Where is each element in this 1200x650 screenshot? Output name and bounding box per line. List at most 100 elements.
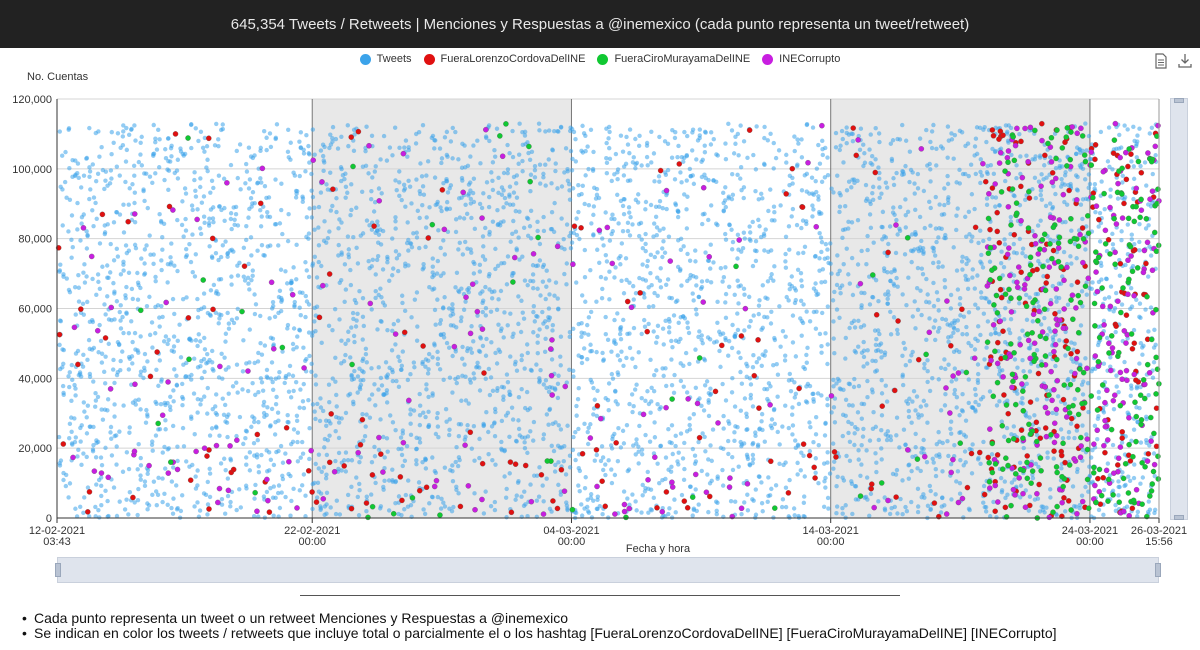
tweet-point bbox=[151, 261, 156, 267]
tweet-point bbox=[165, 502, 170, 508]
legend-item-fueraciro[interactable]: FueraCiroMurayamaDelINE bbox=[597, 53, 750, 65]
tweet-point bbox=[333, 379, 338, 384]
legend-item-fueralorenzo[interactable]: FueraLorenzoCordovaDelINE bbox=[423, 53, 585, 65]
tweet-point bbox=[884, 399, 890, 404]
tweet-point bbox=[117, 341, 122, 347]
tweet-point bbox=[198, 129, 204, 135]
legend-item-inecorrupto[interactable]: INECorrupto bbox=[762, 53, 840, 65]
tweet-point bbox=[446, 345, 452, 350]
tweet-point bbox=[590, 166, 596, 172]
tweet-point bbox=[624, 277, 629, 283]
tweet-point bbox=[804, 122, 810, 128]
tweet-point bbox=[432, 468, 438, 474]
tweet-point bbox=[869, 387, 875, 392]
tweet-point bbox=[621, 211, 627, 217]
tweet-point bbox=[1042, 163, 1047, 168]
tweet-point bbox=[700, 221, 705, 227]
tweet-point bbox=[505, 167, 511, 172]
tweet-point bbox=[183, 216, 188, 222]
tweet-point bbox=[963, 418, 969, 423]
tweet-point bbox=[964, 261, 969, 267]
tweet-point bbox=[419, 174, 425, 179]
tweet-point bbox=[798, 468, 803, 473]
tweet-point bbox=[293, 195, 299, 200]
tweet-point bbox=[79, 185, 84, 190]
tweet-point bbox=[206, 220, 212, 226]
tweet-point bbox=[454, 325, 459, 330]
tweet-point bbox=[430, 495, 435, 500]
tweet-point bbox=[647, 439, 653, 444]
tweet-point bbox=[312, 205, 317, 210]
tweet-point bbox=[1137, 405, 1142, 411]
tweet-point bbox=[773, 483, 779, 488]
tweet-point bbox=[861, 401, 867, 407]
tweet-point bbox=[471, 371, 476, 376]
tweet-point bbox=[312, 227, 317, 232]
tweet-point bbox=[720, 467, 725, 473]
tweet-point bbox=[91, 379, 96, 384]
tweet-point bbox=[753, 487, 758, 492]
tweet-point bbox=[931, 260, 936, 266]
tweet-point bbox=[1048, 329, 1053, 334]
tweet-point bbox=[110, 367, 116, 372]
tweet-point bbox=[200, 145, 206, 150]
tweet-point bbox=[784, 160, 789, 165]
tweet-point bbox=[957, 480, 963, 486]
tweet-point bbox=[98, 338, 104, 344]
tweet-point bbox=[481, 191, 486, 196]
tweet-point bbox=[882, 234, 887, 239]
tweet-point bbox=[192, 356, 197, 361]
tweet-point bbox=[1104, 335, 1110, 341]
tweet-point bbox=[978, 180, 983, 186]
tweet-point bbox=[858, 126, 864, 131]
tweet-point bbox=[118, 318, 123, 323]
tweet-point bbox=[359, 189, 365, 194]
chart-title: 645,354 Tweets / Retweets | Menciones y … bbox=[230, 15, 970, 33]
tweet-point bbox=[515, 480, 521, 485]
tweet-point bbox=[604, 259, 610, 264]
tweet-point bbox=[1129, 438, 1134, 443]
tweet-point bbox=[565, 423, 570, 428]
tweet-point bbox=[135, 270, 140, 276]
tweet-point bbox=[150, 345, 155, 350]
tweet-point bbox=[522, 489, 527, 494]
tweet-point bbox=[783, 259, 788, 264]
tweet-point bbox=[242, 278, 248, 283]
tweet-point bbox=[430, 256, 435, 261]
tweet-point bbox=[393, 226, 398, 231]
tweet-point bbox=[729, 345, 735, 351]
tweet-point bbox=[131, 163, 137, 168]
tweet-point bbox=[378, 286, 383, 291]
tweet-point bbox=[563, 146, 569, 151]
download-icon[interactable] bbox=[1178, 53, 1192, 69]
tweet-point bbox=[382, 455, 387, 460]
hashtag-point-1 bbox=[512, 461, 519, 467]
tweet-point bbox=[799, 278, 804, 283]
tweet-point bbox=[855, 217, 861, 223]
tweet-point bbox=[303, 260, 308, 265]
tweet-point bbox=[256, 390, 261, 395]
tweet-point bbox=[246, 261, 251, 267]
tweet-point bbox=[496, 322, 501, 327]
tweet-point bbox=[211, 220, 216, 225]
tweet-point bbox=[791, 506, 797, 511]
tweet-point bbox=[998, 475, 1004, 481]
tweet-point bbox=[264, 367, 270, 373]
tweet-point bbox=[163, 334, 169, 339]
tweet-point bbox=[786, 298, 791, 303]
tweet-point bbox=[217, 316, 222, 321]
tweet-point bbox=[935, 329, 941, 334]
tweet-point bbox=[648, 202, 654, 208]
hashtag-point-1 bbox=[868, 485, 874, 492]
data-view-icon[interactable] bbox=[1154, 53, 1168, 69]
tweet-point bbox=[70, 377, 75, 383]
tweet-point bbox=[532, 319, 538, 324]
tweet-point bbox=[361, 438, 366, 443]
legend-item-tweets[interactable]: Tweets bbox=[359, 53, 412, 65]
tweet-point bbox=[705, 278, 710, 284]
tweet-point bbox=[62, 179, 68, 185]
tweet-point bbox=[383, 360, 389, 365]
tweet-point bbox=[736, 464, 741, 469]
hashtag-point-1 bbox=[806, 452, 813, 459]
tweet-point bbox=[813, 415, 819, 420]
